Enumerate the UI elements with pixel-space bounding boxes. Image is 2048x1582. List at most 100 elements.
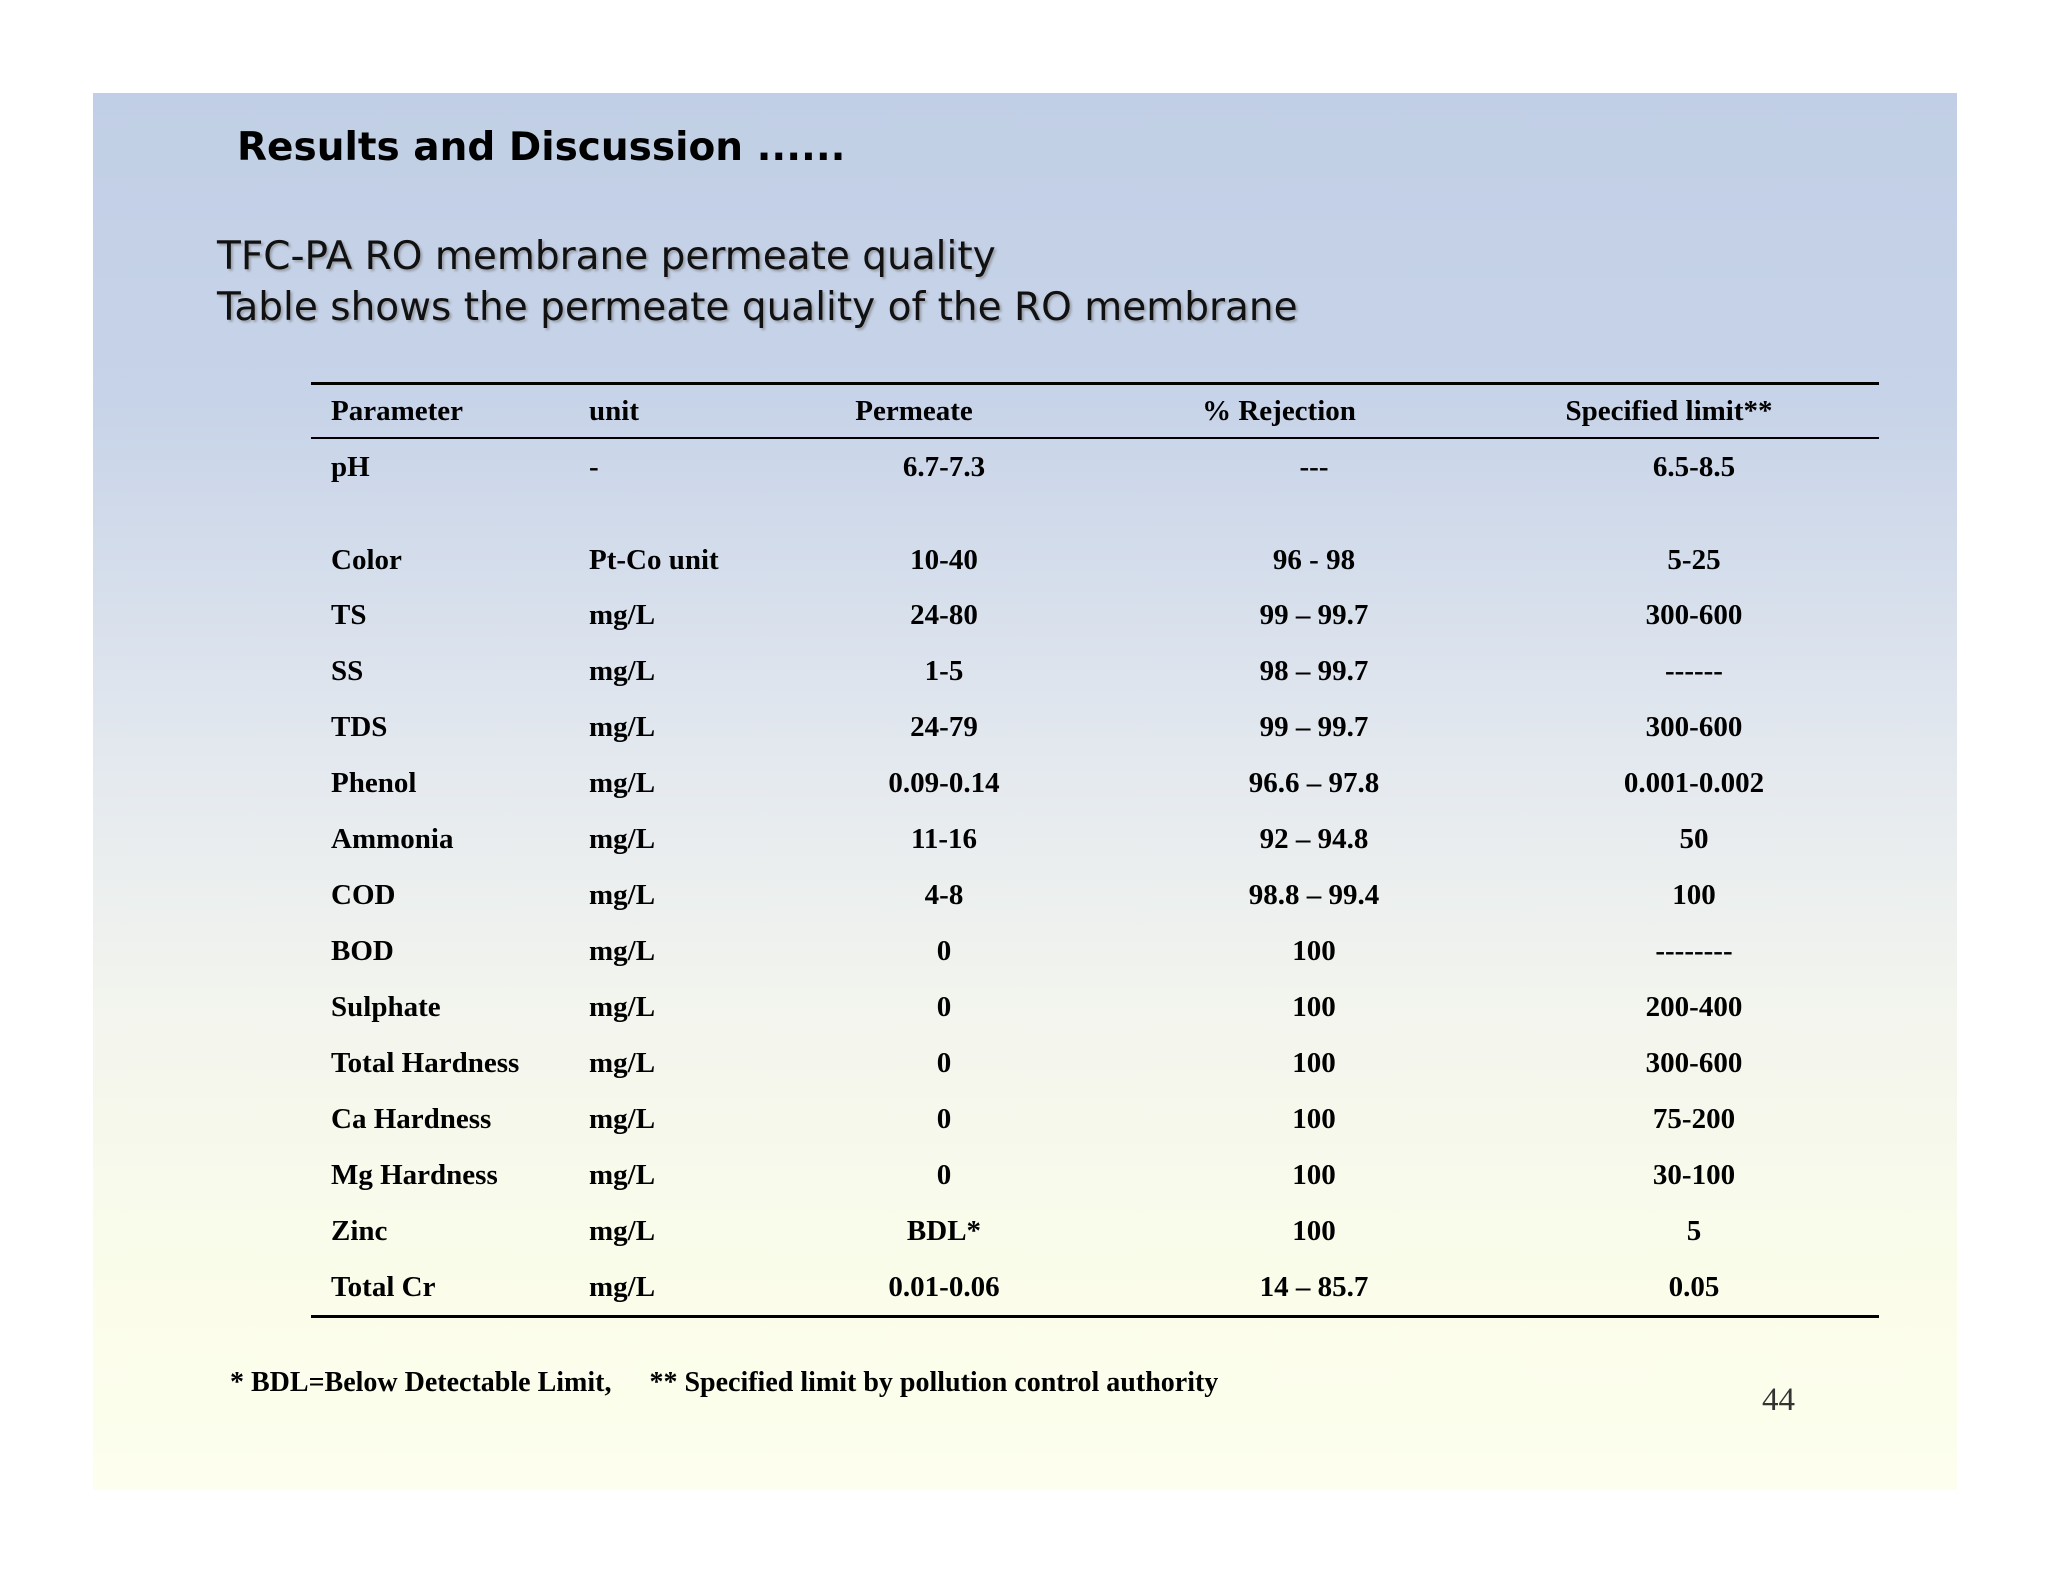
cell-permeate: 6.7-7.3 (902, 450, 986, 483)
cell-rejection: 96 - 98 (1272, 544, 1356, 576)
cell-unit: mg/L (589, 990, 656, 1023)
footnote-bdl: * BDL=Below Detectable Limit, (230, 1367, 612, 1398)
cell-parameter: Color (331, 544, 402, 576)
cell-limit: 50 (1679, 822, 1709, 855)
cell-rejection: 100 (1292, 1102, 1336, 1135)
cell-limit: 200-400 (1645, 990, 1743, 1023)
cell-limit: 5 (1686, 1214, 1702, 1247)
cell-unit: mg/L (589, 822, 656, 855)
cell-limit: 75-200 (1652, 1102, 1736, 1135)
header-specified-limit: Specified limit** (1565, 394, 1773, 427)
table-row: TS mg/L 24-80 99 – 99.7 300-600 (311, 587, 1879, 643)
subtitle-line-2: Table shows the permeate quality of the … (217, 285, 1298, 330)
cell-permeate: 0.09-0.14 (888, 766, 1000, 799)
cell-limit: 100 (1672, 878, 1716, 911)
header-parameter: Parameter (331, 394, 464, 427)
page-number: 44 (1762, 1382, 1795, 1418)
header-permeate: Permeate (855, 394, 973, 427)
cell-rejection: 96.6 – 97.8 (1248, 766, 1380, 799)
cell-unit: mg/L (589, 1214, 656, 1247)
cell-limit: ------ (1665, 654, 1723, 687)
table-row: Sulphate mg/L 0 100 200-400 (311, 979, 1879, 1035)
cell-permeate: 0 (936, 1046, 952, 1079)
subtitle-line-1: TFC-PA RO membrane permeate quality (217, 234, 996, 279)
table-row: Total Cr mg/L 0.01-0.06 14 – 85.7 0.05 (311, 1259, 1879, 1317)
cell-limit: 6.5-8.5 (1652, 450, 1736, 483)
cell-parameter: COD (331, 878, 396, 911)
cell-limit: 30-100 (1652, 1158, 1736, 1191)
cell-unit: mg/L (589, 598, 656, 631)
cell-limit: 0.05 (1668, 1270, 1720, 1303)
cell-rejection: 100 (1292, 990, 1336, 1023)
cell-limit: -------- (1655, 934, 1733, 967)
cell-parameter: BOD (331, 934, 394, 967)
cell-permeate: 10-40 (910, 544, 978, 576)
cell-permeate: 1-5 (924, 654, 964, 687)
cell-parameter: TS (331, 598, 367, 631)
table-row: Phenol mg/L 0.09-0.14 96.6 – 97.8 0.001-… (311, 755, 1879, 811)
cell-rejection: 100 (1292, 934, 1336, 967)
cell-permeate: 11-16 (910, 822, 978, 855)
cell-unit: mg/L (589, 1270, 656, 1303)
cell-parameter: Total Cr (331, 1270, 436, 1303)
table-row: Color Pt-Co unit 10-40 96 - 98 5-25 (311, 495, 1879, 587)
table-row: BOD mg/L 0 100 -------- (311, 923, 1879, 979)
table-row: Ammonia mg/L 11-16 92 – 94.8 50 (311, 811, 1879, 867)
cell-rejection: 98 – 99.7 (1259, 654, 1369, 687)
cell-permeate: 0 (936, 934, 952, 967)
cell-parameter: Zinc (331, 1214, 388, 1247)
cell-rejection: 98.8 – 99.4 (1248, 878, 1380, 911)
cell-parameter: TDS (331, 710, 388, 743)
cell-parameter: Ammonia (331, 822, 454, 855)
table-row: Total Hardness mg/L 0 100 300-600 (311, 1035, 1879, 1091)
cell-parameter: Sulphate (331, 990, 441, 1023)
table-row: Ca Hardness mg/L 0 100 75-200 (311, 1091, 1879, 1147)
cell-permeate: 24-79 (910, 710, 978, 743)
cell-rejection: 100 (1292, 1214, 1336, 1247)
cell-parameter: Total Hardness (331, 1046, 520, 1079)
cell-unit: mg/L (589, 654, 656, 687)
header-rejection: % Rejection (1202, 394, 1356, 427)
table-row: TDS mg/L 24-79 99 – 99.7 300-600 (311, 699, 1879, 755)
cell-rejection: --- (1299, 450, 1329, 483)
cell-unit: mg/L (589, 1102, 656, 1135)
cell-rejection: 14 – 85.7 (1259, 1270, 1369, 1303)
cell-unit: mg/L (589, 710, 656, 743)
cell-rejection: 99 – 99.7 (1259, 598, 1369, 631)
cell-permeate: 0 (936, 1102, 952, 1135)
cell-unit: mg/L (589, 1046, 656, 1079)
cell-parameter: pH (331, 450, 370, 483)
cell-unit: - (589, 450, 599, 483)
cell-permeate: 4-8 (924, 878, 964, 911)
footnote: * BDL=Below Detectable Limit, ** Specifie… (230, 1367, 1218, 1399)
cell-limit: 0.001-0.002 (1623, 766, 1765, 799)
permeate-quality-table: Parameter unit Permeate % Rejection Spec… (311, 382, 1879, 1318)
cell-unit: mg/L (589, 934, 656, 967)
cell-parameter: Mg Hardness (331, 1158, 498, 1191)
table-row: COD mg/L 4-8 98.8 – 99.4 100 (311, 867, 1879, 923)
cell-permeate: 0.01-0.06 (888, 1270, 1000, 1303)
cell-limit: 5-25 (1667, 544, 1721, 576)
cell-unit: mg/L (589, 1158, 656, 1191)
cell-rejection: 92 – 94.8 (1259, 822, 1369, 855)
cell-limit: 300-600 (1645, 598, 1743, 631)
cell-parameter: Ca Hardness (331, 1102, 492, 1135)
cell-permeate: 0 (936, 1158, 952, 1191)
table-row: Zinc mg/L BDL* 100 5 (311, 1203, 1879, 1259)
cell-permeate: 0 (936, 990, 952, 1023)
cell-unit: mg/L (589, 878, 656, 911)
cell-parameter: SS (331, 654, 364, 687)
cell-rejection: 99 – 99.7 (1259, 710, 1369, 743)
header-unit: unit (589, 394, 639, 427)
table-row: Mg Hardness mg/L 0 100 30-100 (311, 1147, 1879, 1203)
slide-title: Results and Discussion ...... (237, 125, 846, 170)
table-row: SS mg/L 1-5 98 – 99.7 ------ (311, 643, 1879, 699)
cell-permeate: 24-80 (910, 598, 978, 631)
table-header-row: Parameter unit Permeate % Rejection Spec… (311, 383, 1879, 438)
cell-rejection: 100 (1292, 1046, 1336, 1079)
cell-parameter: Phenol (331, 766, 417, 799)
cell-unit: Pt-Co unit (589, 544, 719, 576)
footnote-specified-limit: ** Specified limit by pollution control … (649, 1367, 1219, 1398)
slide (93, 93, 1957, 1490)
table-row: pH - 6.7-7.3 --- 6.5-8.5 (311, 438, 1879, 495)
